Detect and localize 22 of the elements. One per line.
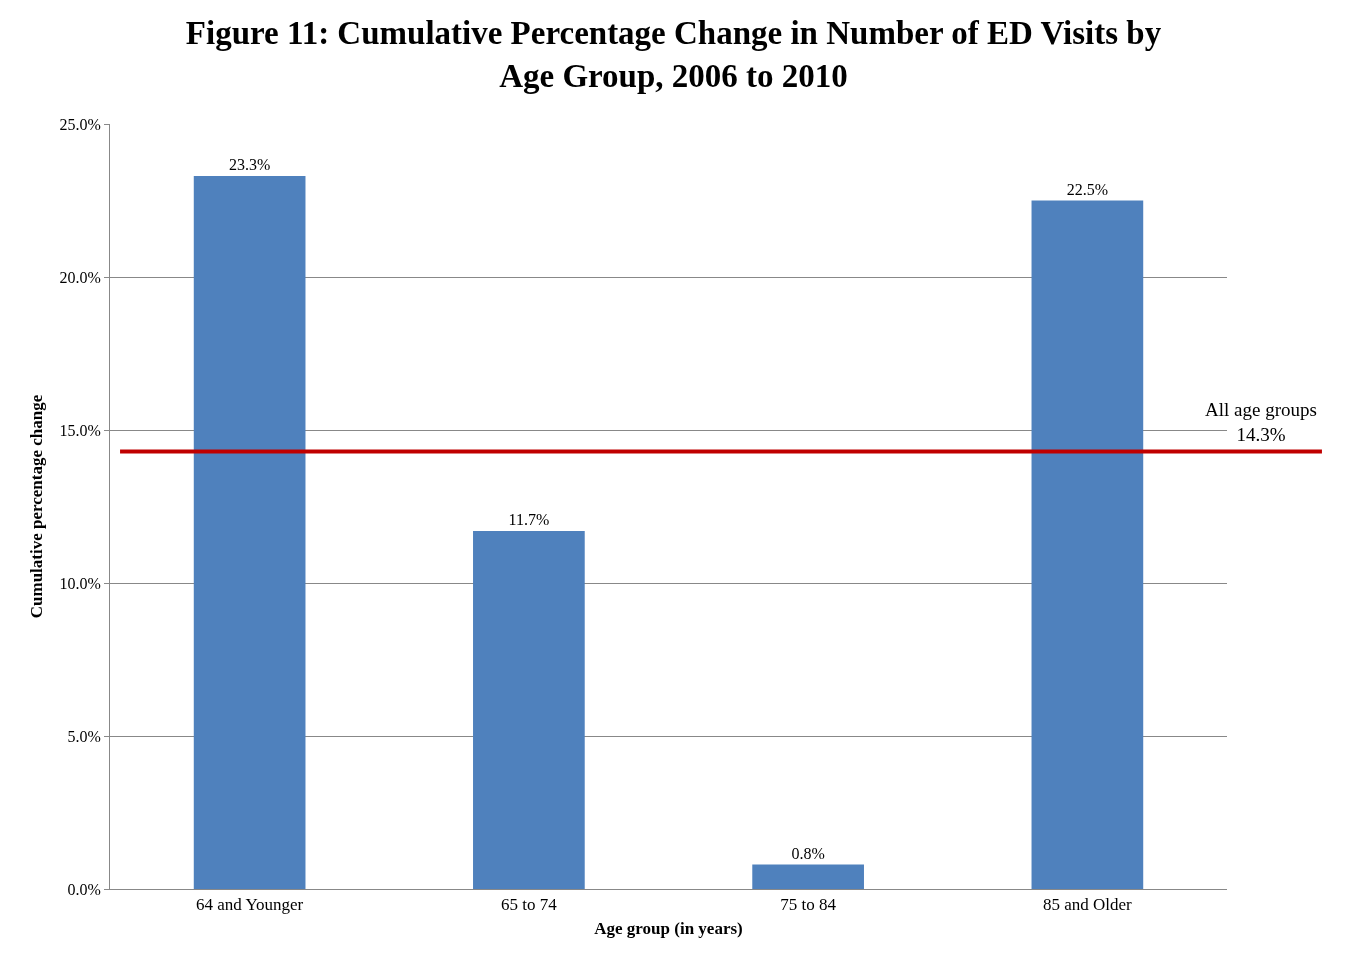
bar bbox=[473, 530, 585, 889]
bar bbox=[1031, 200, 1144, 889]
data-label: 22.5% bbox=[1066, 180, 1109, 198]
bar bbox=[193, 176, 306, 889]
y-tick-label: 20.0% bbox=[59, 268, 101, 286]
bar bbox=[752, 864, 864, 889]
y-axis-title: Cumulative percentage change bbox=[27, 394, 47, 619]
y-tick-label: 15.0% bbox=[59, 421, 101, 439]
y-tick-label: 5.0% bbox=[67, 727, 101, 745]
x-tick-label: 65 to 74 bbox=[501, 895, 558, 915]
chart-title: Figure 11: Cumulative Percentage Change in Number of ED Visits by Age Group, 2006 to 2010 bbox=[185, 14, 1162, 94]
x-tick-label: 64 and Younger bbox=[196, 895, 304, 915]
x-axis-title: Age group (in years) bbox=[594, 918, 743, 938]
y-tick-label: 25.0% bbox=[59, 115, 101, 133]
y-tick-label: 0.0% bbox=[67, 880, 101, 898]
data-label: 23.3% bbox=[228, 156, 271, 174]
ref-line-label: All age groups 14.3% bbox=[1205, 399, 1317, 445]
y-tick-label: 10.0% bbox=[59, 574, 101, 592]
x-tick-label: 85 and Older bbox=[1043, 895, 1133, 915]
x-tick-label: 75 to 84 bbox=[780, 895, 837, 915]
data-label: 0.8% bbox=[791, 844, 825, 862]
data-label: 11.7% bbox=[508, 510, 550, 528]
